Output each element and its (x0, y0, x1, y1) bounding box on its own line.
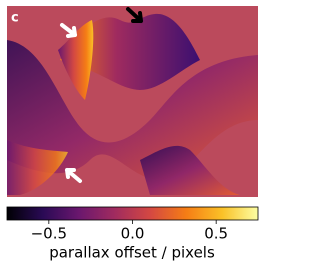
surface-region (60, 13, 200, 91)
arrow (60, 23, 77, 38)
panel-label: c (11, 11, 19, 26)
x-tick-label: −0.5 (31, 225, 67, 243)
image-panel: c (7, 6, 258, 197)
surface-region (7, 140, 68, 195)
colorbar (6, 206, 259, 221)
arrow (65, 168, 82, 183)
x-tick-label: 0.0 (121, 225, 145, 243)
x-tick-label: 0.5 (204, 225, 228, 243)
surface-region (140, 145, 240, 195)
surface-region (58, 20, 94, 100)
arrow (126, 7, 143, 23)
colorbar-gradient (6, 206, 259, 221)
surface-region (7, 40, 258, 180)
colorbar-label: parallax offset / pixels (49, 244, 215, 262)
figure: c parallax offset / pixels −0.5 0.0 0.5 (6, 6, 259, 262)
